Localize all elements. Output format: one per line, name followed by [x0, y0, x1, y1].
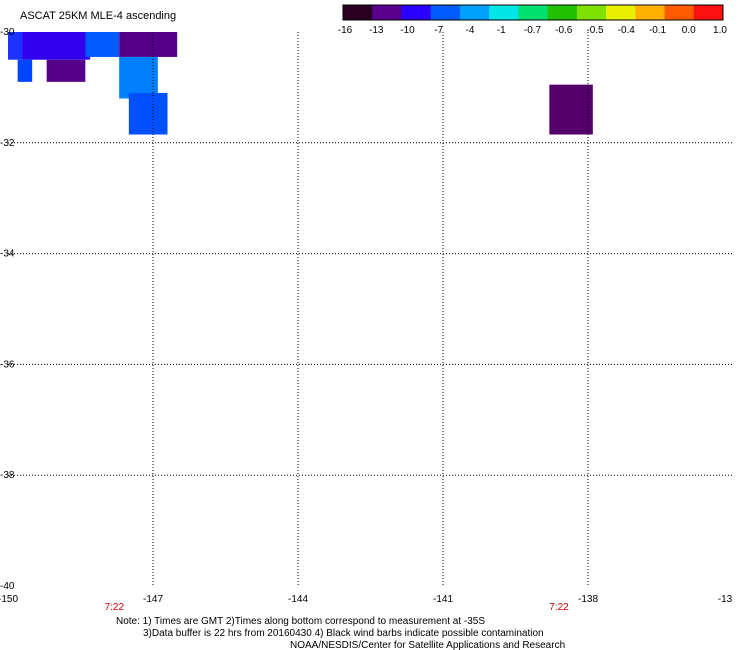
colorbar-label: -0.4 [618, 25, 636, 36]
colorbar-label: -0.7 [524, 25, 542, 36]
colorbar-label: -16 [338, 25, 353, 36]
lat-tick-label: -32 [0, 138, 15, 149]
data-cell-9 [549, 84, 593, 135]
colorbar-swatch [489, 5, 519, 20]
colorbar-label: -0.6 [555, 25, 573, 36]
colorbar-label: 0.0 [682, 25, 696, 36]
time-label: 7:22 [105, 602, 125, 613]
colorbar-label: -4 [466, 25, 475, 36]
lat-tick-label: -34 [0, 249, 15, 260]
colorbar-label: -7 [434, 25, 443, 36]
data-cell-1 [22, 32, 91, 60]
grid-lines [8, 32, 733, 586]
colorbar-swatch [372, 5, 402, 20]
colorbar-label: -0.1 [649, 25, 667, 36]
colorbar-swatch [459, 5, 490, 20]
note-line-1: Note: 1) Times are GMT 2)Times along bot… [116, 616, 486, 627]
colorbar-swatch [693, 5, 724, 20]
colorbar-swatch [664, 5, 695, 20]
colorbar-swatch [401, 5, 432, 20]
colorbar-swatch [343, 5, 373, 20]
axis-labels: -150 -147 -144 -141 -138 -13 -30 -32 -34 -36 -38 -4… [0, 27, 733, 605]
data-cell-8 [128, 92, 168, 135]
colorbar-swatch [518, 5, 549, 20]
colorbar-swatch [606, 5, 636, 20]
map-title: ASCAT 25KM MLE-4 ascending [20, 10, 177, 22]
data-cell-2 [8, 32, 23, 60]
data-cell-4 [46, 59, 86, 82]
time-labels: 7:22 7:22 [105, 602, 570, 613]
colorbar-label: -1 [497, 25, 506, 36]
data-cell-5 [85, 32, 120, 57]
lat-tick-label: -38 [0, 470, 15, 481]
colorbar-swatch [547, 5, 578, 20]
lat-tick-label: -36 [0, 359, 15, 370]
colorbar-swatch [635, 5, 666, 20]
data-cell-7 [119, 56, 158, 99]
time-label: 7:22 [549, 602, 569, 613]
colorbar-frame [342, 4, 724, 21]
colorbar-label: -0.5 [586, 25, 604, 36]
lat-tick-label: -40 [0, 581, 15, 592]
colorbar-label: -13 [369, 25, 384, 36]
lon-tick-label: -144 [288, 594, 308, 605]
data-cell-6 [119, 32, 178, 57]
colorbar-swatch [576, 5, 607, 20]
lon-tick-label: -147 [143, 594, 163, 605]
lon-tick-label: -138 [578, 594, 598, 605]
data-cell-3 [17, 59, 33, 82]
lon-tick-label: -13 [718, 594, 733, 605]
lon-tick-label: -141 [433, 594, 453, 605]
note-line-3: NOAA/NESDIS/Center for Satellite Applica… [290, 640, 566, 650]
note-line-2: 3)Data buffer is 22 hrs from 20160430 4)… [143, 628, 544, 639]
lat-tick-label: -30 [0, 27, 15, 38]
colorbar-label: 1.0 [713, 25, 727, 36]
lon-tick-label: -150 [0, 594, 18, 605]
data-cells [8, 32, 593, 135]
colorbar-swatch [430, 5, 461, 20]
colorbar: -16 -13 -10 -7 -4 -1 -0.7 -0.6 -0.5 -0.4 -0.1 0.0 1.… [338, 4, 727, 36]
colorbar-label: -10 [400, 25, 415, 36]
